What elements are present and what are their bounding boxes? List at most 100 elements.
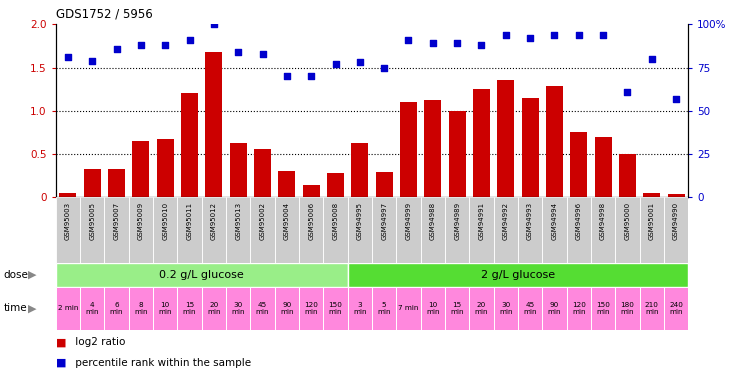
Bar xyxy=(640,287,664,330)
Point xyxy=(354,59,366,65)
Bar xyxy=(108,169,125,197)
Bar xyxy=(251,197,275,262)
Bar xyxy=(202,287,226,330)
Bar xyxy=(299,197,324,262)
Point xyxy=(111,45,123,51)
Bar xyxy=(397,197,420,262)
Text: 45
min: 45 min xyxy=(256,302,269,315)
Bar xyxy=(181,93,198,197)
Text: 20
min: 20 min xyxy=(475,302,488,315)
Bar xyxy=(347,287,372,330)
Text: GSM94997: GSM94997 xyxy=(381,202,387,240)
Bar xyxy=(372,287,397,330)
Text: 150
min: 150 min xyxy=(329,302,342,315)
Bar xyxy=(420,197,445,262)
Bar xyxy=(205,52,222,197)
Text: GSM95006: GSM95006 xyxy=(308,202,314,240)
Bar xyxy=(664,287,688,330)
Bar xyxy=(667,194,684,197)
Bar xyxy=(376,172,393,197)
Bar xyxy=(400,102,417,197)
Bar xyxy=(251,287,275,330)
Text: GDS1752 / 5956: GDS1752 / 5956 xyxy=(56,8,153,21)
Bar xyxy=(445,197,469,262)
Text: GSM94995: GSM94995 xyxy=(357,202,363,240)
Bar xyxy=(420,287,445,330)
Text: GSM94992: GSM94992 xyxy=(503,202,509,240)
Text: 3
min: 3 min xyxy=(353,302,367,315)
Point xyxy=(646,56,658,62)
Bar xyxy=(275,287,299,330)
Bar xyxy=(591,287,615,330)
Point xyxy=(670,96,682,102)
Bar xyxy=(80,287,104,330)
Bar xyxy=(473,89,490,197)
Bar xyxy=(254,148,271,197)
Text: GSM94998: GSM94998 xyxy=(600,202,606,240)
Bar xyxy=(299,287,324,330)
Point xyxy=(330,61,341,67)
Point xyxy=(257,51,269,57)
Bar xyxy=(449,111,466,197)
Bar xyxy=(278,171,295,197)
Point xyxy=(597,32,609,38)
Text: time: time xyxy=(4,303,28,313)
Bar xyxy=(567,197,591,262)
Text: GSM94989: GSM94989 xyxy=(454,202,460,240)
Point xyxy=(159,42,171,48)
Bar xyxy=(177,287,202,330)
Bar xyxy=(153,287,177,330)
Text: GSM95009: GSM95009 xyxy=(138,202,144,240)
Point xyxy=(378,64,390,70)
Text: GSM94996: GSM94996 xyxy=(576,202,582,240)
Bar xyxy=(129,287,153,330)
Point xyxy=(573,32,585,38)
Point xyxy=(500,32,512,38)
Bar xyxy=(324,287,347,330)
Bar xyxy=(202,197,226,262)
Bar xyxy=(591,197,615,262)
Text: GSM95008: GSM95008 xyxy=(333,202,339,240)
Text: 180
min: 180 min xyxy=(620,302,635,315)
Bar xyxy=(56,262,347,287)
Bar xyxy=(275,197,299,262)
Text: 120
min: 120 min xyxy=(304,302,318,315)
Text: 30
min: 30 min xyxy=(499,302,513,315)
Text: 5
min: 5 min xyxy=(377,302,391,315)
Text: GSM95011: GSM95011 xyxy=(187,202,193,240)
Text: 15
min: 15 min xyxy=(450,302,464,315)
Bar xyxy=(56,287,80,330)
Text: 4
min: 4 min xyxy=(86,302,99,315)
Text: 2 g/L glucose: 2 g/L glucose xyxy=(481,270,555,280)
Bar xyxy=(518,287,542,330)
Bar xyxy=(542,287,567,330)
Bar xyxy=(327,173,344,197)
Bar xyxy=(230,143,247,197)
Bar xyxy=(226,287,251,330)
Text: 0.2 g/L glucose: 0.2 g/L glucose xyxy=(159,270,244,280)
Bar xyxy=(542,197,567,262)
Point xyxy=(621,88,633,94)
Bar xyxy=(493,287,518,330)
Point xyxy=(403,37,414,43)
Bar xyxy=(80,197,104,262)
Text: GSM95010: GSM95010 xyxy=(162,202,168,240)
Bar xyxy=(615,197,640,262)
Bar xyxy=(424,100,441,197)
Text: GSM95003: GSM95003 xyxy=(65,202,71,240)
Text: ■: ■ xyxy=(56,338,66,347)
Text: GSM94993: GSM94993 xyxy=(527,202,533,240)
Bar xyxy=(132,141,150,197)
Bar xyxy=(497,81,514,197)
Bar xyxy=(664,197,688,262)
Bar xyxy=(567,287,591,330)
Point xyxy=(184,37,196,43)
Text: percentile rank within the sample: percentile rank within the sample xyxy=(72,358,251,368)
Text: GSM95013: GSM95013 xyxy=(235,202,241,240)
Bar xyxy=(619,154,636,197)
Point xyxy=(427,40,439,46)
Text: 6
min: 6 min xyxy=(110,302,124,315)
Bar xyxy=(594,136,612,197)
Bar xyxy=(347,262,688,287)
Bar xyxy=(56,197,80,262)
